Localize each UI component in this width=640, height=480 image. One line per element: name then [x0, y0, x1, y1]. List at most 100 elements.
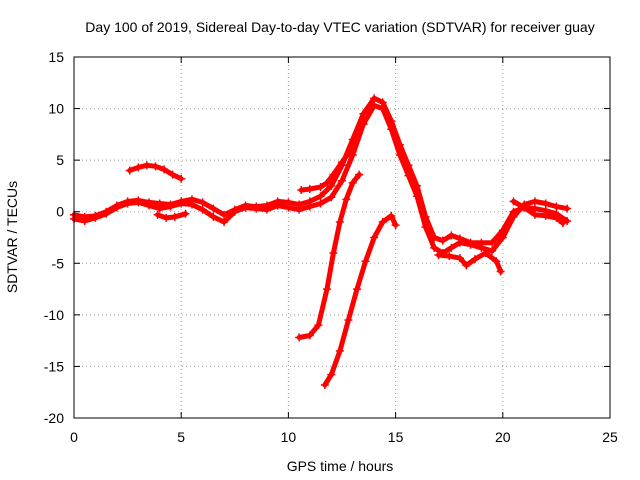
- data-point: [316, 182, 325, 191]
- plot-frame: [73, 56, 611, 419]
- data-point: [316, 199, 325, 208]
- data-point: [348, 178, 357, 187]
- data-point: [187, 195, 196, 204]
- series-baseline-a: [70, 101, 572, 257]
- data-point: [438, 236, 447, 245]
- data-point: [262, 201, 271, 210]
- data-point: [430, 243, 439, 252]
- data-point: [488, 246, 497, 255]
- data-point: [153, 210, 162, 219]
- data-point: [142, 161, 151, 170]
- data-point: [335, 346, 344, 355]
- data-point: [252, 202, 261, 211]
- data-point: [329, 248, 338, 257]
- y-axis-label: SDTVAR / TECUs: [4, 181, 20, 293]
- data-point: [220, 218, 229, 227]
- data-point: [177, 174, 186, 183]
- data-point: [447, 243, 456, 252]
- data-point: [155, 199, 164, 208]
- y-tick-label: -5: [52, 255, 65, 271]
- y-tick-label: 0: [56, 204, 64, 220]
- data-point: [198, 198, 207, 207]
- data-point: [209, 204, 218, 213]
- data-point: [498, 233, 507, 242]
- data-point: [498, 226, 507, 235]
- series-baseline-b: [70, 94, 572, 247]
- data-point: [322, 285, 331, 294]
- series-line: [71, 103, 570, 256]
- y-tick-label: 10: [48, 101, 64, 117]
- series-arc-late-a: [434, 248, 505, 276]
- y-tick-label: -20: [44, 410, 64, 426]
- data-point: [455, 234, 464, 243]
- data-point: [488, 238, 497, 247]
- data-point: [355, 170, 364, 179]
- chart-title: Day 100 of 2019, Sidereal Day-to-day VTE…: [85, 19, 594, 35]
- data-point: [520, 203, 529, 212]
- data-point: [387, 116, 396, 125]
- data-point: [316, 192, 325, 201]
- data-point: [404, 161, 413, 170]
- data-point: [297, 186, 306, 195]
- series-line: [71, 95, 570, 246]
- data-point: [241, 201, 250, 210]
- data-point: [166, 200, 175, 209]
- data-point: [361, 257, 370, 266]
- x-tick-label: 5: [177, 429, 185, 445]
- data-point: [387, 211, 396, 220]
- tick-layer: 0 5 10 15 20 25 -20 -15 -10 -5 0 5 10 15: [44, 49, 618, 445]
- data-point: [177, 197, 186, 206]
- grid-layer: [74, 57, 610, 418]
- data-point: [470, 255, 479, 264]
- data-point: [284, 198, 293, 207]
- data-point: [335, 218, 344, 227]
- data-point: [295, 333, 304, 342]
- x-tick-label: 0: [70, 429, 78, 445]
- data-point: [370, 233, 379, 242]
- series-line: [511, 198, 566, 226]
- data-point: [563, 204, 572, 213]
- data-point: [344, 316, 353, 325]
- data-point: [181, 209, 190, 218]
- y-tick-label: 15: [48, 49, 64, 65]
- data-point: [466, 238, 475, 247]
- data-point: [338, 158, 346, 167]
- data-point: [563, 216, 572, 225]
- data-point: [445, 252, 454, 261]
- data-point: [509, 207, 518, 216]
- data-point: [209, 212, 218, 221]
- series-layer: [70, 94, 572, 389]
- series-arc-late-b: [509, 197, 567, 228]
- data-point: [492, 257, 501, 266]
- data-point: [112, 201, 121, 210]
- data-point: [329, 170, 338, 179]
- x-tick-label: 15: [388, 429, 404, 445]
- data-point: [305, 197, 314, 206]
- series-arc-rise-b: [320, 211, 400, 389]
- data-point: [541, 199, 550, 208]
- data-point: [230, 205, 239, 214]
- data-point: [359, 109, 368, 118]
- data-point: [378, 218, 387, 227]
- data-point: [168, 170, 177, 179]
- data-point: [273, 197, 282, 206]
- x-axis-label: GPS time / hours: [287, 458, 394, 474]
- data-point: [477, 238, 486, 247]
- series-arc-early: [125, 161, 186, 183]
- data-point: [170, 212, 179, 221]
- data-point: [322, 178, 331, 187]
- data-point: [462, 261, 471, 270]
- data-point: [305, 185, 314, 194]
- data-point: [370, 94, 379, 103]
- data-point: [314, 321, 323, 330]
- data-point: [145, 198, 154, 207]
- data-point: [91, 211, 100, 220]
- data-point: [327, 370, 336, 379]
- data-point: [80, 212, 89, 221]
- data-point: [530, 197, 539, 206]
- data-point: [305, 331, 314, 340]
- y-tick-label: 5: [56, 152, 64, 168]
- data-point: [395, 140, 404, 149]
- data-point: [421, 212, 430, 221]
